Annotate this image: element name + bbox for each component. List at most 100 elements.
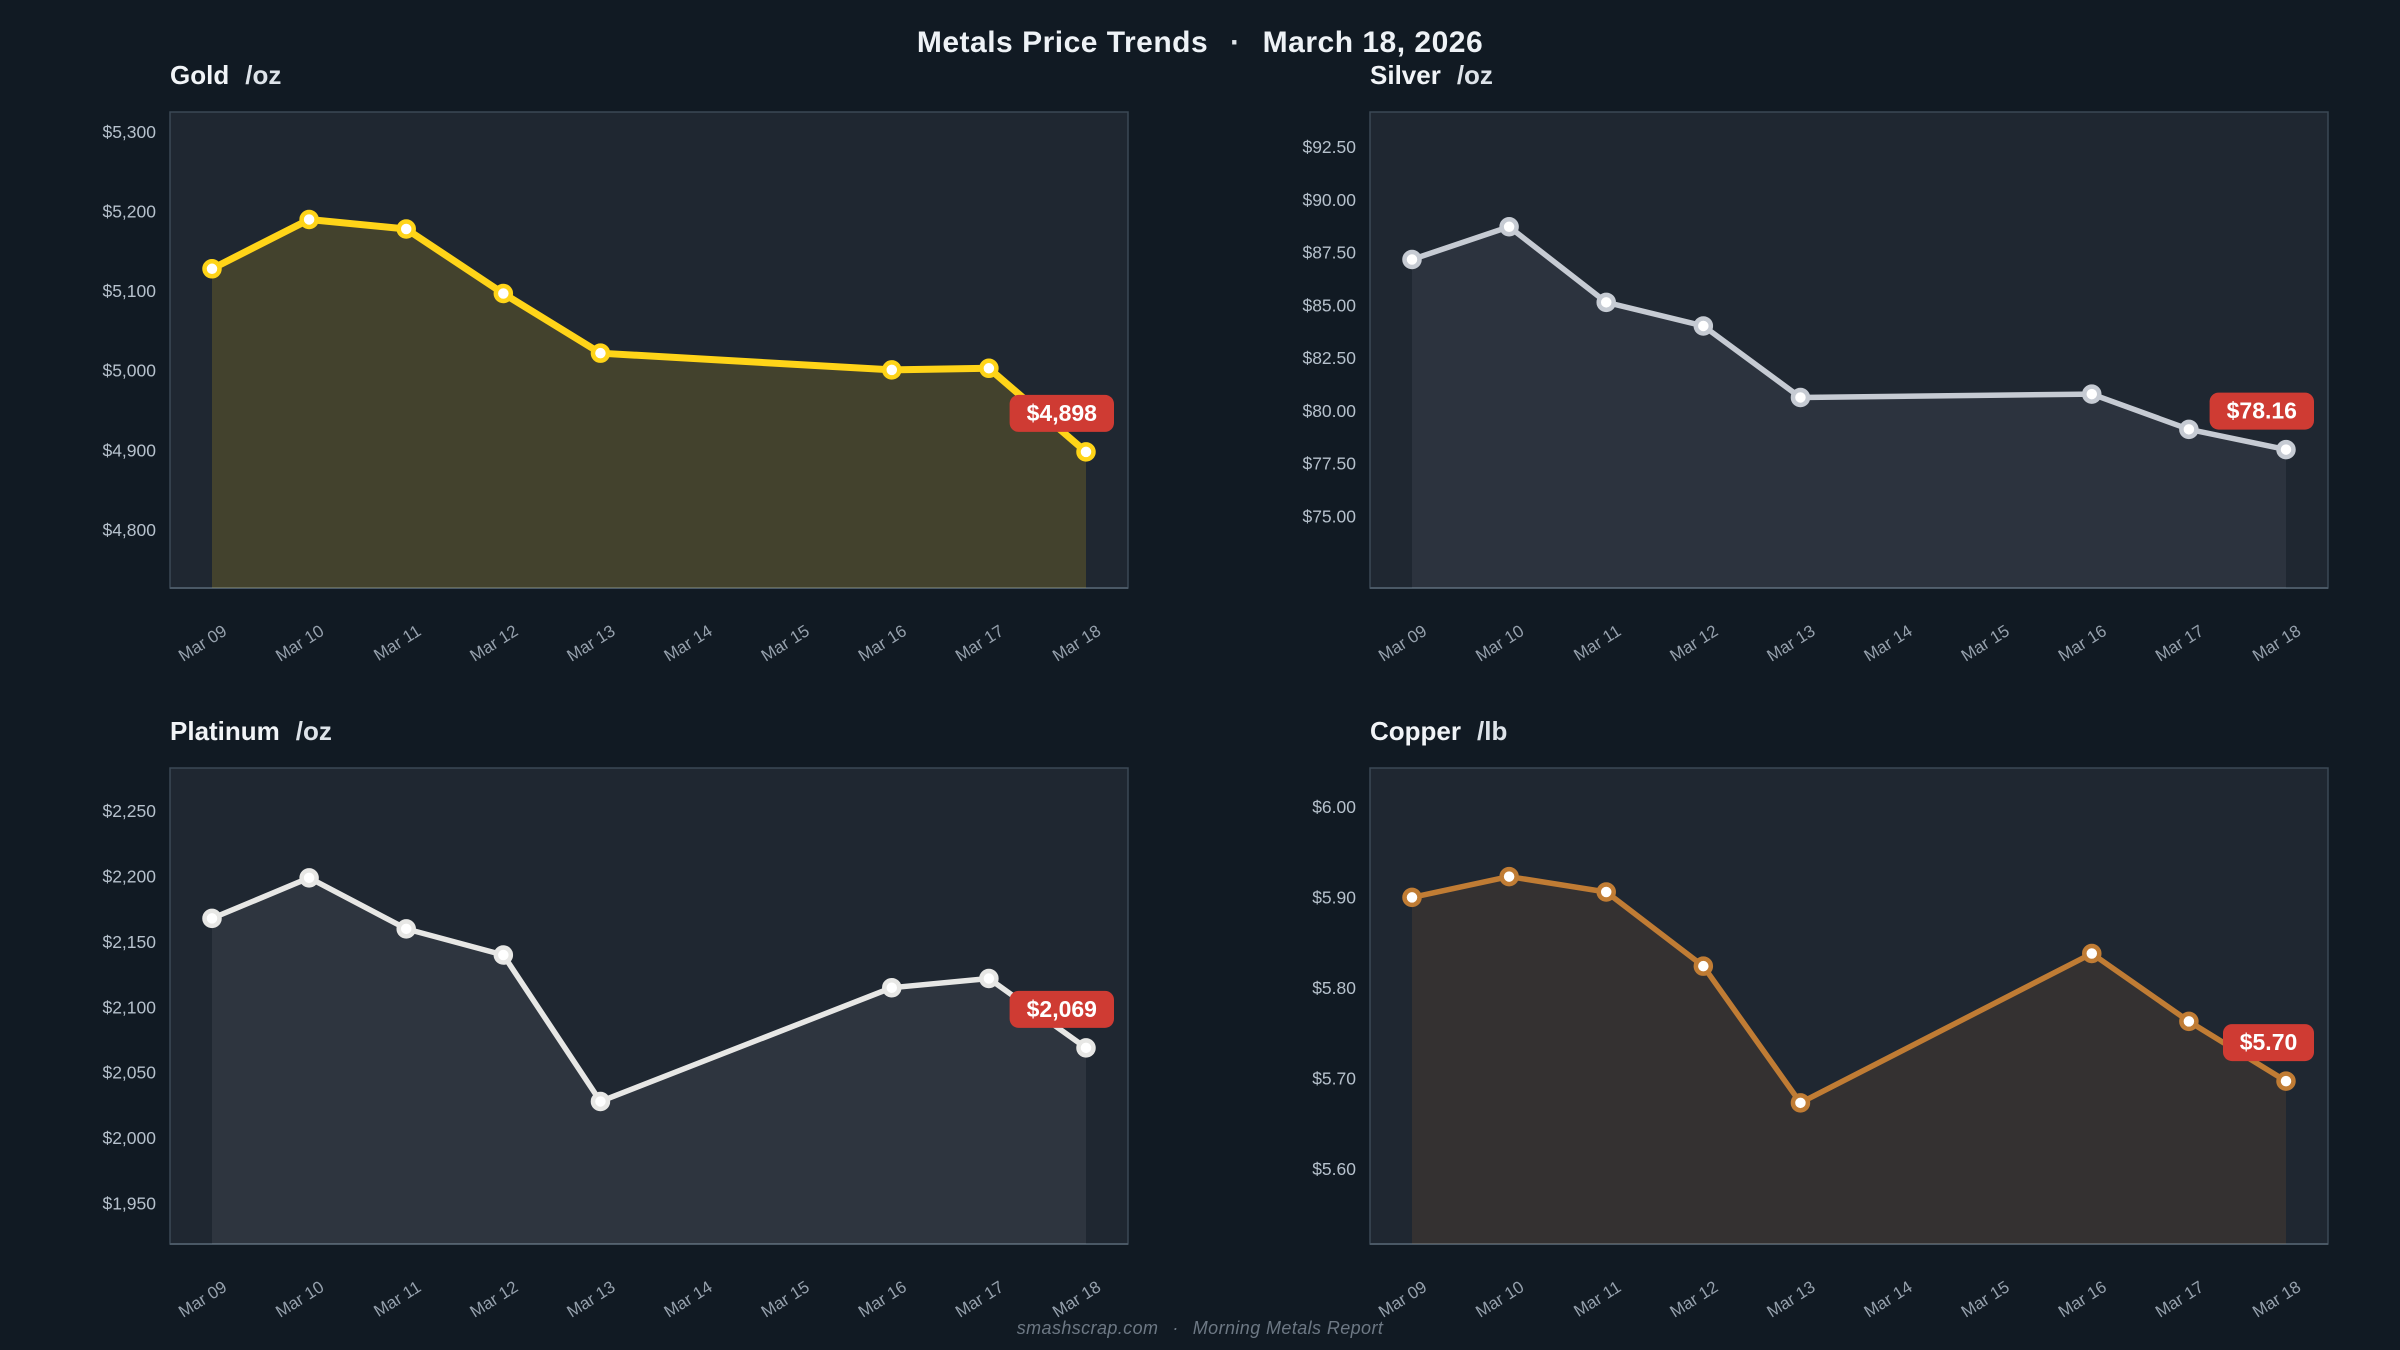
platinum-ytick-label: $2,150 [102, 932, 156, 952]
silver-metal-name: Silver [1370, 60, 1441, 90]
copper-chart-panel: Copper/lb $6.00 $5.90 $5.80 $5.70 $5.60 Mar 0… [1260, 708, 2400, 1328]
gold-ytick-label: $4,900 [102, 440, 156, 460]
gold-final-price-badge [1009, 394, 1114, 432]
silver-data-point [1596, 292, 1616, 313]
silver-ytick-label: $85.00 [1302, 295, 1356, 315]
silver-area-fill [1412, 226, 2286, 588]
copper-xtick-label: Mar 13 [1764, 1277, 1819, 1321]
copper-data-point [2082, 943, 2102, 964]
copper-data-point [1596, 882, 1616, 902]
gold-xtick-label: Mar 16 [855, 621, 910, 665]
silver-final-price-badge [2209, 392, 2314, 430]
page-footer: smashscrap.com · Morning Metals Report [0, 1318, 2400, 1339]
silver-unit-label: /oz [1456, 60, 1493, 90]
copper-xtick-label: Mar 12 [1667, 1277, 1722, 1321]
platinum-plot-area [169, 767, 1129, 1245]
silver-data-point [1499, 217, 1519, 237]
gold-data-point [882, 360, 902, 380]
gold-xtick-label: Mar 13 [564, 621, 619, 665]
silver-xtick-label: Mar 12 [1667, 621, 1722, 665]
gold-xtick-label: Mar 17 [952, 621, 1007, 665]
silver-plot-area [1369, 111, 2329, 589]
platinum-xtick-label: Mar 13 [564, 1277, 619, 1321]
platinum-data-point [882, 977, 902, 998]
platinum-data-point [1076, 1038, 1096, 1058]
silver-ytick-label: $80.00 [1302, 401, 1356, 421]
gold-ytick-label: $5,200 [102, 201, 156, 221]
gold-xtick-label: Mar 10 [272, 621, 327, 665]
platinum-xtick-label: Mar 09 [175, 1277, 230, 1321]
silver-ytick-label: $77.50 [1302, 454, 1356, 474]
copper-xtick-label: Mar 17 [2152, 1277, 2207, 1321]
platinum-xtick-label: Mar 10 [272, 1277, 327, 1321]
gold-ytick-label: $5,300 [102, 122, 156, 142]
footer-site: smashscrap.com [1016, 1318, 1159, 1338]
platinum-price-line [209, 875, 1089, 1105]
platinum-final-price-label: $2,069 [1027, 996, 1097, 1022]
copper-final-price-label: $5.70 [2240, 1029, 2298, 1055]
copper-metal-name: Copper [1370, 716, 1461, 746]
copper-xtick-label: Mar 15 [1958, 1277, 2013, 1321]
copper-ytick-label: $5.90 [1312, 887, 1356, 907]
platinum-chart-panel: Platinum/oz $2,250 $2,200 $2,150 $2,100 $2,0… [60, 708, 1200, 1328]
silver-data-point [1790, 387, 1811, 408]
platinum-ytick-label: $2,100 [102, 997, 156, 1017]
gold-xtick-label: Mar 11 [370, 621, 424, 664]
copper-ytick-label: $5.70 [1312, 1068, 1356, 1088]
platinum-xtick-label: Mar 15 [758, 1277, 813, 1321]
copper-data-point [2179, 1011, 2199, 1032]
gold-chart: $5,300 $5,200 $5,100 $5,000 $4,900 $4,800 Mar … [102, 111, 1129, 665]
copper-data-point [1790, 1093, 1811, 1113]
silver-data-point [1693, 316, 1714, 336]
copper-data-point [2276, 1071, 2296, 1091]
gold-ytick-label: $5,100 [102, 281, 156, 301]
platinum-xtick-label: Mar 17 [952, 1277, 1007, 1321]
title-separator-dot: · [1230, 26, 1241, 59]
gold-xtick-label: Mar 09 [175, 621, 230, 665]
platinum-xtick-label: Mar 14 [661, 1277, 716, 1321]
silver-data-point [2179, 419, 2199, 440]
silver-xtick-label: Mar 14 [1861, 621, 1916, 665]
platinum-ytick-label: $1,950 [102, 1193, 156, 1213]
silver-xtick-label: Mar 09 [1375, 621, 1430, 665]
footer-separator-dot: · [1172, 1318, 1179, 1338]
platinum-xtick-label: Mar 18 [1049, 1277, 1104, 1321]
page-title: Metals Price Trends · March 18, 2026 [0, 26, 2400, 60]
platinum-xtick-label: Mar 11 [370, 1277, 424, 1320]
silver-data-point [2276, 439, 2296, 460]
gold-data-point [299, 209, 319, 230]
gold-data-point [979, 358, 999, 379]
silver-xtick-label: Mar 16 [2055, 621, 2110, 665]
gold-data-point [590, 343, 611, 363]
gold-ytick-label: $5,000 [102, 361, 156, 381]
report-date: March 18, 2026 [1262, 26, 1484, 59]
silver-xtick-label: Mar 10 [1472, 621, 1527, 665]
report-title: Metals Price Trends [916, 26, 1209, 59]
copper-final-price-badge [2223, 1024, 2314, 1062]
gold-xtick-label: Mar 15 [758, 621, 813, 665]
silver-ytick-label: $75.00 [1302, 506, 1356, 526]
gold-metal-name: Gold [170, 60, 230, 90]
platinum-ytick-label: $2,250 [102, 801, 156, 821]
gold-data-point [202, 259, 222, 279]
footer-report-name: Morning Metals Report [1192, 1318, 1384, 1338]
copper-xtick-label: Mar 14 [1861, 1277, 1916, 1321]
platinum-data-point [299, 868, 319, 888]
gold-unit-label: /oz [245, 60, 282, 90]
platinum-xtick-label: Mar 12 [467, 1277, 522, 1321]
copper-price-line [1409, 873, 2289, 1106]
platinum-ytick-label: $2,000 [102, 1128, 156, 1148]
copper-xtick-label: Mar 11 [1570, 1277, 1624, 1320]
gold-plot-area [169, 111, 1129, 589]
silver-chart-title: Silver/oz [1370, 60, 1493, 91]
copper-unit-label: /lb [1477, 716, 1508, 746]
copper-xtick-label: Mar 10 [1472, 1277, 1527, 1321]
copper-xtick-label: Mar 09 [1375, 1277, 1430, 1321]
gold-price-line [208, 215, 1090, 456]
silver-final-price-label: $78.16 [2227, 398, 2297, 424]
gold-area-fill [212, 219, 1086, 588]
copper-ytick-label: $6.00 [1312, 797, 1356, 817]
gold-xtick-label: Mar 12 [467, 621, 522, 665]
silver-ytick-label: $82.50 [1302, 348, 1356, 368]
platinum-area-fill [212, 877, 1086, 1244]
